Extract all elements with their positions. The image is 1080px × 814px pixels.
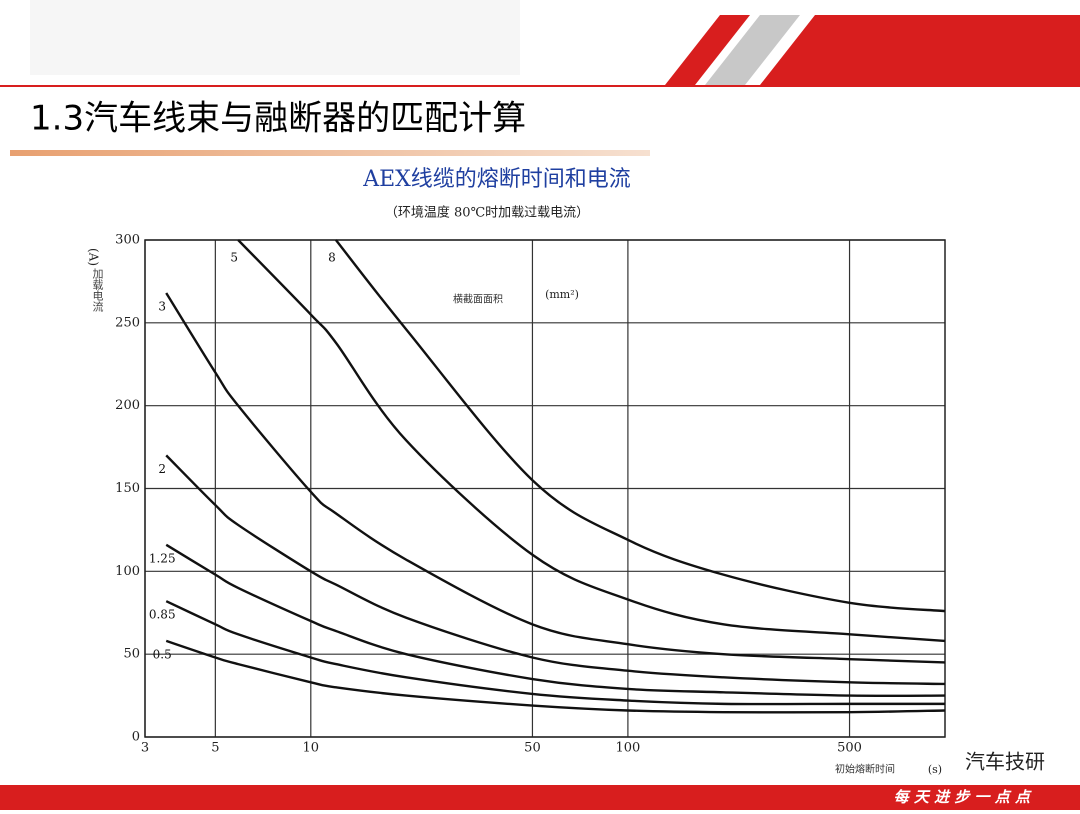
y-tick-label: 50	[123, 647, 140, 662]
chart-subtitle: （环境温度 80℃时加载过载电流）	[385, 205, 589, 221]
footer-bar	[0, 785, 1080, 810]
y-label: 加载电流	[91, 268, 104, 312]
plot: 0 50 100 150 200 250 300 3 5 10 50 100 500 0.5 0.85 1.2…	[115, 233, 946, 756]
decor-stripe	[760, 15, 1080, 85]
curve	[237, 239, 946, 643]
y-tick-label: 250	[115, 315, 140, 330]
decor-stripe	[665, 15, 750, 85]
x-tick-label: 10	[303, 741, 320, 756]
curve-label: 0.85	[149, 608, 176, 622]
x-tick-label: 500	[837, 741, 862, 756]
header-band	[30, 0, 520, 75]
curve	[334, 239, 946, 613]
decor-stripe	[705, 15, 800, 85]
y-tick-label: 300	[115, 233, 140, 248]
curve-label: 5	[230, 251, 238, 265]
y-tick-label: 150	[115, 481, 140, 496]
curve-label: 1.25	[149, 551, 176, 565]
y-tick-label: 0	[132, 730, 140, 745]
plot-frame	[144, 239, 946, 738]
curve	[165, 543, 946, 698]
y-tick-label: 100	[115, 564, 140, 579]
curve-label: 0.5	[153, 647, 172, 661]
curve	[165, 600, 945, 706]
annotation-unit: (mm²)	[545, 288, 579, 301]
x-tick-label: 50	[524, 741, 541, 756]
title-underline	[10, 150, 650, 156]
y-tick-label: 200	[115, 398, 140, 413]
curve-label: 2	[158, 462, 166, 476]
curve	[165, 292, 946, 664]
footer-text: 每 天 进 步 一 点 点	[894, 788, 1032, 806]
watermark: 汽车技研	[965, 750, 1045, 774]
curve-label: 8	[328, 251, 336, 265]
x-tick-label: 100	[615, 741, 640, 756]
chart-title: AEX线缆的熔断时间和电流	[362, 167, 631, 192]
header-rule	[0, 85, 1080, 87]
x-tick-label: 5	[211, 741, 219, 756]
x-unit: (s)	[928, 763, 942, 776]
x-tick-label: 3	[141, 741, 149, 756]
curve	[165, 454, 946, 686]
curve	[165, 639, 946, 714]
x-label: 初始熔断时间	[835, 763, 895, 776]
slide-title: 1.3汽车线束与融断器的匹配计算	[30, 99, 526, 139]
y-unit: (A)	[87, 248, 101, 266]
annotation: 横截面面积	[453, 293, 503, 306]
curve-label: 3	[158, 300, 166, 314]
